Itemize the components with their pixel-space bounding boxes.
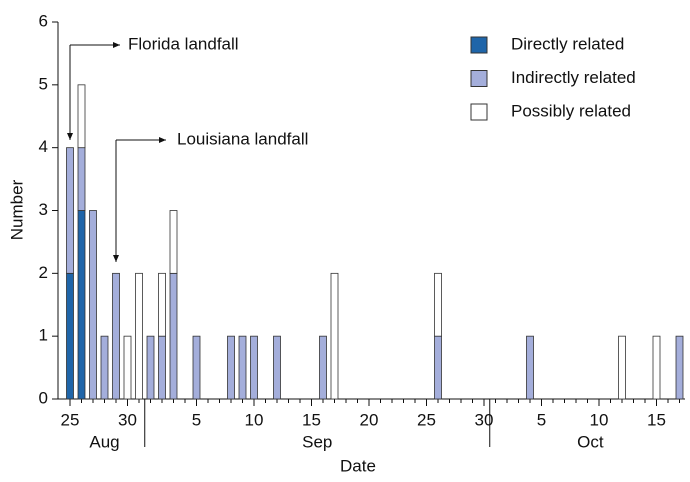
bar-segment (652, 335, 661, 400)
bar-segment (135, 272, 143, 400)
x-tick-label: 25 (61, 410, 80, 429)
annotation-arrows (67, 42, 166, 262)
y-tick-label: 3 (39, 200, 48, 219)
bar-segment (112, 272, 120, 400)
bar-segment (169, 272, 178, 400)
y-tick-label: 4 (39, 137, 48, 156)
bar-segment (66, 272, 74, 400)
x-tick-label: 20 (360, 410, 379, 429)
x-tick-label: 10 (590, 410, 609, 429)
bar-segment (158, 272, 166, 337)
bar-segment (434, 272, 442, 337)
bar-segment (158, 335, 166, 400)
bar-segment (250, 335, 258, 400)
bar-segment (238, 335, 247, 400)
x-tick-label: 15 (647, 410, 666, 429)
annotation: Florida landfall (128, 34, 239, 53)
y-tick-label: 1 (39, 326, 48, 345)
bar-segment (273, 335, 281, 400)
bar-segment (77, 84, 86, 149)
legend-swatch (470, 36, 488, 54)
bar-segment (77, 147, 86, 211)
bar-segment (319, 335, 327, 400)
month-label: Oct (577, 432, 604, 451)
bar-segment (123, 335, 132, 400)
bar-segment (227, 335, 235, 400)
bar-segment (66, 147, 74, 274)
legend-swatch (470, 70, 488, 87)
y-tick-label: 0 (39, 388, 48, 407)
x-tick-label: 10 (245, 410, 264, 429)
x-tick-label: 30 (118, 410, 137, 429)
bar-segment (77, 210, 86, 400)
y-tick-label: 2 (39, 263, 48, 282)
bar-segment (434, 335, 442, 400)
legend-label: Indirectly related (511, 68, 636, 87)
bar-segment (169, 210, 178, 274)
x-tick-label: 15 (302, 410, 321, 429)
x-tick-label: 25 (417, 410, 436, 429)
bar-segment (100, 335, 109, 400)
bar-segment (675, 335, 684, 400)
month-label: Sep (302, 432, 332, 451)
legend-label: Possibly related (511, 101, 631, 120)
y-tick-label: 5 (39, 74, 48, 93)
bar-segment (146, 335, 155, 400)
x-tick-label: 5 (537, 410, 546, 429)
bar-segment (526, 335, 534, 400)
x-tick-label: 30 (475, 410, 494, 429)
legend-swatch (470, 103, 488, 121)
bar-segment (330, 272, 339, 400)
bar-segment (89, 210, 97, 400)
legend-label: Directly related (511, 34, 624, 53)
y-axis-label: Number (7, 179, 26, 240)
bar-segment (618, 335, 626, 400)
x-tick-label: 5 (192, 410, 201, 429)
y-tick-label: 6 (39, 11, 48, 30)
annotation: Louisiana landfall (177, 129, 308, 148)
bar-segment (192, 335, 201, 400)
month-label: Aug (89, 432, 119, 451)
x-axis-label: Date (340, 456, 376, 475)
